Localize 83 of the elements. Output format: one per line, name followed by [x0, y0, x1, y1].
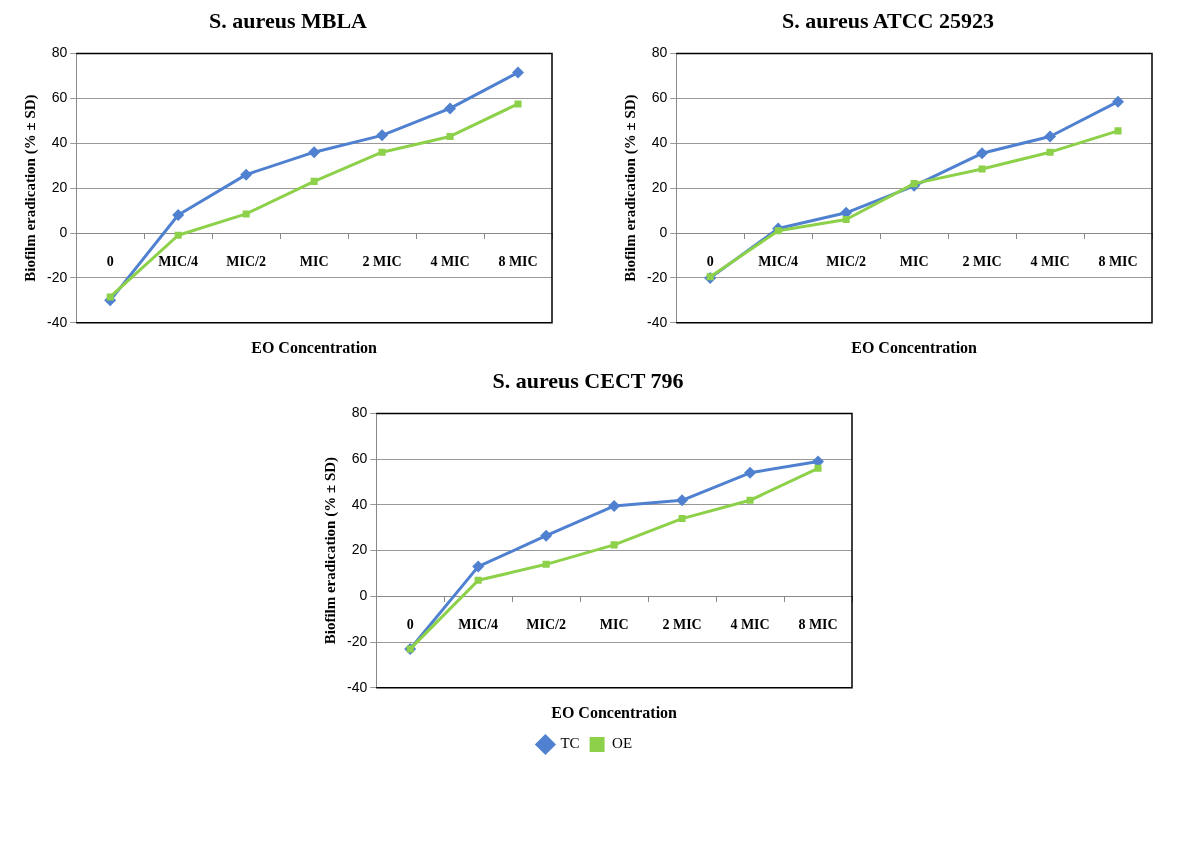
point: [310, 177, 318, 185]
point: [308, 146, 321, 159]
y-tick-label: 20: [351, 541, 368, 558]
x-tick-label: 2 MIC: [662, 617, 702, 633]
x-tick-label: 0: [106, 254, 114, 270]
x-tick-label: MIC: [899, 254, 929, 270]
point: [1112, 95, 1125, 108]
x-tick-label: 4 MIC: [430, 254, 470, 270]
legend-label: TC: [560, 735, 580, 752]
y-axis-title: Biofilm eradication (% ± SD): [621, 94, 639, 282]
x-tick-label: 8 MIC: [498, 254, 538, 270]
y-axis-title: Biofilm eradication (% ± SD): [21, 94, 39, 282]
x-tick-label: MIC/4: [458, 617, 499, 633]
y-tick-label: 60: [651, 89, 668, 106]
point: [1046, 148, 1054, 156]
point: [542, 560, 550, 568]
x-tick-label: MIC/2: [226, 254, 266, 270]
x-tick-label: 4 MIC: [730, 617, 770, 633]
x-tick-label: 0: [706, 254, 714, 270]
x-tick-label: MIC/4: [758, 254, 799, 270]
y-tick-label: -40: [647, 313, 668, 330]
y-tick-label: 40: [651, 134, 668, 151]
y-tick-label: 0: [59, 223, 68, 240]
point: [242, 210, 250, 218]
y-tick-label: -40: [347, 678, 368, 695]
x-tick-label: 8 MIC: [798, 617, 838, 633]
point: [240, 168, 253, 181]
legend-label: OE: [612, 735, 633, 752]
point: [514, 100, 522, 108]
y-tick-label: -20: [347, 632, 368, 649]
x-tick-label: MIC/2: [526, 617, 566, 633]
y-tick-label: 20: [51, 178, 68, 195]
y-tick-label: 80: [651, 44, 668, 61]
x-tick-label: MIC/2: [826, 254, 866, 270]
y-tick-label: -20: [647, 268, 668, 285]
y-tick-label: -20: [47, 268, 68, 285]
point: [842, 215, 850, 224]
y-tick-label: 80: [51, 44, 68, 61]
x-tick-label: 8 MIC: [1098, 254, 1138, 270]
y-tick-label: 0: [359, 587, 368, 604]
chart-title: S. aureus MBLA: [208, 8, 368, 34]
point: [512, 66, 525, 79]
chart-title: S. aureus CECT 796: [491, 368, 685, 394]
point: [676, 494, 689, 507]
y-tick-label: 40: [51, 134, 68, 151]
point: [106, 293, 114, 301]
x-tick-label: MIC: [299, 254, 329, 270]
y-axis-title: Biofilm eradication (% ± SD): [321, 456, 339, 645]
y-tick-label: 40: [351, 495, 368, 512]
x-tick-label: MIC/4: [158, 254, 199, 270]
point: [172, 209, 185, 222]
x-axis-title: EO Concentration: [851, 338, 978, 356]
point: [174, 231, 182, 239]
point: [540, 529, 553, 542]
point: [678, 515, 686, 523]
point: [1114, 127, 1122, 135]
x-axis-title: EO Concentration: [551, 703, 678, 721]
y-tick-label: 60: [51, 89, 68, 106]
point: [746, 496, 754, 504]
chart-title: S. aureus ATCC 25923: [781, 8, 995, 34]
x-tick-label: 4 MIC: [1030, 254, 1070, 270]
point: [744, 466, 757, 479]
point: [446, 132, 454, 140]
x-tick-label: 0: [406, 617, 414, 633]
point: [444, 102, 457, 115]
x-axis-title: EO Concentration: [251, 338, 378, 356]
point: [978, 165, 986, 173]
x-tick-label: 2 MIC: [362, 254, 402, 270]
y-tick-label: 0: [659, 223, 668, 240]
y-tick-label: -40: [47, 313, 68, 330]
point: [814, 464, 822, 472]
y-tick-label: 60: [351, 449, 368, 466]
point: [378, 148, 386, 156]
x-tick-label: 2 MIC: [962, 254, 1002, 270]
y-tick-label: 80: [351, 404, 368, 421]
point: [474, 576, 482, 584]
point: [376, 129, 389, 142]
point: [472, 560, 485, 573]
x-tick-label: MIC: [599, 617, 629, 633]
point: [1044, 130, 1057, 143]
point: [610, 541, 618, 549]
point: [976, 147, 989, 160]
y-tick-label: 20: [651, 178, 668, 195]
